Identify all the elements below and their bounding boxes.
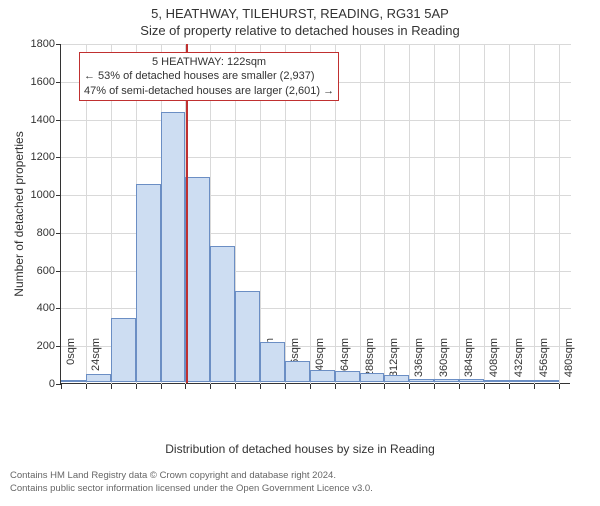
annotation-line-3: 47% of semi-detached houses are larger (… [84, 84, 334, 98]
ytick-mark [56, 346, 61, 347]
gridline-v [360, 44, 361, 384]
plot-area: 0200400600800100012001400160018000sqm24s… [60, 44, 570, 384]
xtick-mark [559, 384, 560, 389]
ytick-label: 1800 [21, 38, 55, 50]
gridline-h [61, 44, 571, 45]
histogram-bar [335, 371, 360, 382]
xtick-mark [409, 384, 410, 389]
histogram-bar [534, 380, 559, 382]
ytick-mark [56, 308, 61, 309]
histogram-bar [86, 374, 111, 383]
xtick-mark [459, 384, 460, 389]
histogram-bar [235, 291, 260, 382]
xtick-mark [86, 384, 87, 389]
xtick-mark [384, 384, 385, 389]
ytick-mark [56, 233, 61, 234]
histogram-bar [285, 361, 310, 382]
histogram-bar [360, 373, 385, 382]
annotation-line-1: 5 HEATHWAY: 122sqm [84, 55, 334, 69]
histogram-bar [484, 380, 509, 382]
histogram-chart: Number of detached properties 0200400600… [60, 44, 570, 384]
gridline-h [61, 157, 571, 158]
histogram-bar [459, 379, 484, 382]
gridline-h [61, 120, 571, 121]
annotation-box: 5 HEATHWAY: 122sqm← 53% of detached hous… [79, 52, 339, 101]
gridline-v [434, 44, 435, 384]
xtick-mark [434, 384, 435, 389]
ytick-label: 1600 [21, 76, 55, 88]
chart-title-sub: Size of property relative to detached ho… [0, 23, 600, 38]
xtick-mark [484, 384, 485, 389]
ytick-label: 1000 [21, 189, 55, 201]
ytick-mark [56, 82, 61, 83]
xtick-mark [534, 384, 535, 389]
x-axis-label: Distribution of detached houses by size … [0, 442, 600, 456]
ytick-mark [56, 157, 61, 158]
ytick-label: 200 [21, 340, 55, 352]
annotation-line-2: ← 53% of detached houses are smaller (2,… [84, 69, 334, 83]
histogram-bar [61, 380, 86, 382]
xtick-label: 480sqm [563, 338, 575, 388]
histogram-bar [409, 379, 434, 382]
xtick-mark [509, 384, 510, 389]
xtick-mark [235, 384, 236, 389]
gridline-v [384, 44, 385, 384]
xtick-mark [285, 384, 286, 389]
ytick-mark [56, 44, 61, 45]
xtick-mark [61, 384, 62, 389]
footer-line-2: Contains public sector information licen… [10, 483, 600, 496]
gridline-v [484, 44, 485, 384]
ytick-label: 600 [21, 265, 55, 277]
chart-title-main: 5, HEATHWAY, TILEHURST, READING, RG31 5A… [0, 6, 600, 21]
histogram-bar [210, 246, 235, 382]
xtick-mark [136, 384, 137, 389]
ytick-mark [56, 271, 61, 272]
histogram-bar [509, 380, 534, 382]
histogram-bar [161, 112, 186, 382]
xtick-mark [360, 384, 361, 389]
ytick-mark [56, 120, 61, 121]
histogram-bar [136, 184, 161, 382]
ytick-label: 800 [21, 227, 55, 239]
ytick-label: 400 [21, 302, 55, 314]
xtick-mark [310, 384, 311, 389]
xtick-mark [185, 384, 186, 389]
xtick-mark [260, 384, 261, 389]
ytick-label: 1200 [21, 151, 55, 163]
xtick-mark [210, 384, 211, 389]
histogram-bar [384, 375, 409, 382]
footer-line-1: Contains HM Land Registry data © Crown c… [10, 470, 600, 483]
histogram-bar [434, 379, 459, 382]
histogram-bar [310, 370, 335, 382]
histogram-bar [260, 342, 285, 382]
ytick-label: 1400 [21, 114, 55, 126]
xtick-mark [161, 384, 162, 389]
gridline-v [509, 44, 510, 384]
footer-attribution: Contains HM Land Registry data © Crown c… [10, 470, 600, 496]
ytick-mark [56, 195, 61, 196]
histogram-bar [185, 177, 210, 382]
xtick-mark [111, 384, 112, 389]
gridline-v [409, 44, 410, 384]
gridline-v [459, 44, 460, 384]
histogram-bar [111, 318, 136, 382]
gridline-v [559, 44, 560, 384]
ytick-label: 0 [21, 378, 55, 390]
gridline-v [534, 44, 535, 384]
xtick-mark [335, 384, 336, 389]
